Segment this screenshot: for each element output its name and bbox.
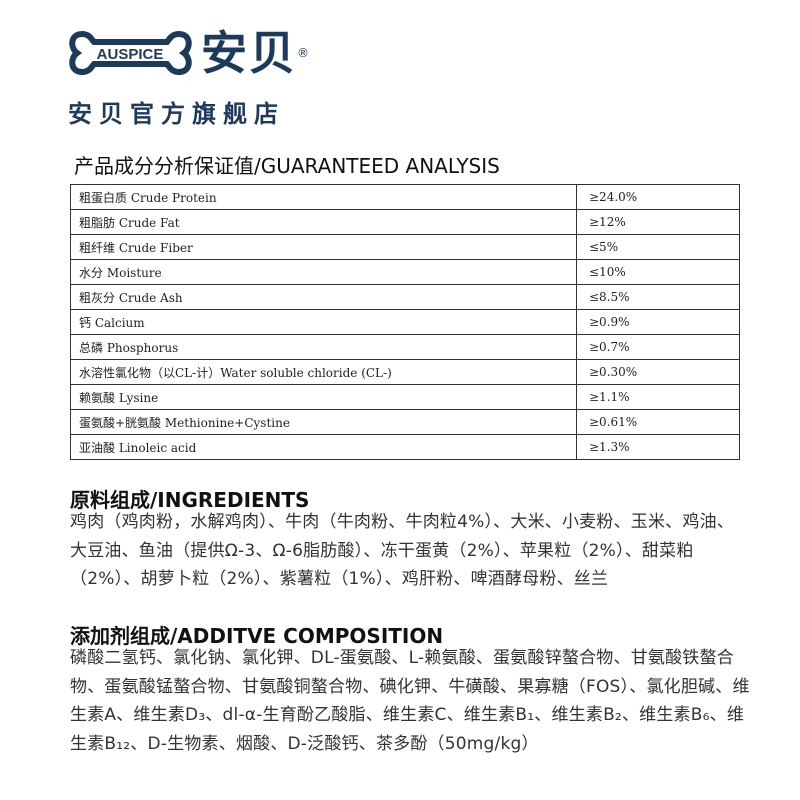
nutrient-name: 粗灰分 Crude Ash xyxy=(70,284,577,310)
bone-logo-icon: AUSPICE xyxy=(68,28,193,78)
table-row: 粗灰分 Crude Ash ≤8.5% xyxy=(70,284,740,310)
nutrient-value: ≥24.0% xyxy=(576,184,740,210)
table-row: 粗蛋白质 Crude Protein ≥24.0% xyxy=(70,184,740,210)
nutrient-name: 粗纤维 Crude Fiber xyxy=(70,234,577,260)
nutrient-name: 钙 Calcium xyxy=(70,309,577,335)
nutrient-name: 总磷 Phosphorus xyxy=(70,334,577,360)
table-row: 水溶性氯化物（以CL-计）Water soluble chloride (CL-… xyxy=(70,359,740,385)
table-row: 蛋氨酸+胱氨酸 Methionine+Cystine ≥0.61% xyxy=(70,409,740,435)
nutrient-name: 水分 Moisture xyxy=(70,259,577,285)
ingredients-title: 原料组成/INGREDIENTS xyxy=(70,488,310,512)
brand-name: 安贝 xyxy=(201,26,297,80)
ingredients-text: 鸡肉（鸡肉粉，水解鸡肉）、牛肉（牛肉粉、牛肉粒4%）、大米、小麦粉、玉米、鸡油、… xyxy=(70,512,734,589)
nutrient-value: ≤5% xyxy=(576,234,740,260)
analysis-title: 产品成分分析保证值/GUARANTEED ANALYSIS xyxy=(74,154,500,178)
nutrient-value: ≥1.1% xyxy=(576,384,740,410)
nutrient-name: 水溶性氯化物（以CL-计）Water soluble chloride (CL-… xyxy=(70,359,577,385)
nutrient-value: ≥0.7% xyxy=(576,334,740,360)
nutrient-value: ≥0.30% xyxy=(576,359,740,385)
additives-title: 添加剂组成/ADDITVE COMPOSITION xyxy=(70,624,444,648)
store-name: 安贝官方旗舰店 xyxy=(68,100,285,128)
nutrient-name: 赖氨酸 Lysine xyxy=(70,384,577,410)
registered-mark: ® xyxy=(297,46,309,60)
logo-text: AUSPICE xyxy=(97,46,164,63)
additives-text: 磷酸二氢钙、氯化钠、氯化钾、DL-蛋氨酸、L-赖氨酸、蛋氨酸锌螯合物、甘氨酸铁螯… xyxy=(70,648,750,754)
table-row: 粗脂肪 Crude Fat ≥12% xyxy=(70,209,740,235)
table-row: 赖氨酸 Lysine ≥1.1% xyxy=(70,384,740,410)
table-row: 水分 Moisture ≤10% xyxy=(70,259,740,285)
nutrient-value: ≥12% xyxy=(576,209,740,235)
table-row: 粗纤维 Crude Fiber ≤5% xyxy=(70,234,740,260)
nutrient-value: ≥0.9% xyxy=(576,309,740,335)
table-row: 总磷 Phosphorus ≥0.7% xyxy=(70,334,740,360)
table-row: 钙 Calcium ≥0.9% xyxy=(70,309,740,335)
nutrient-value: ≥0.61% xyxy=(576,409,740,435)
nutrient-name: 亚油酸 Linoleic acid xyxy=(70,434,577,460)
nutrient-value: ≤10% xyxy=(576,259,740,285)
analysis-table: 粗蛋白质 Crude Protein ≥24.0% 粗脂肪 Crude Fat ≥12… xyxy=(70,184,740,460)
logo: AUSPICE 安贝 ® xyxy=(68,28,309,78)
nutrient-name: 粗蛋白质 Crude Protein xyxy=(70,184,577,210)
nutrient-name: 粗脂肪 Crude Fat xyxy=(70,209,577,235)
nutrient-value: ≤8.5% xyxy=(576,284,740,310)
table-row: 亚油酸 Linoleic acid ≥1.3% xyxy=(70,434,740,460)
nutrient-value: ≥1.3% xyxy=(576,434,740,460)
nutrient-name: 蛋氨酸+胱氨酸 Methionine+Cystine xyxy=(70,409,577,435)
